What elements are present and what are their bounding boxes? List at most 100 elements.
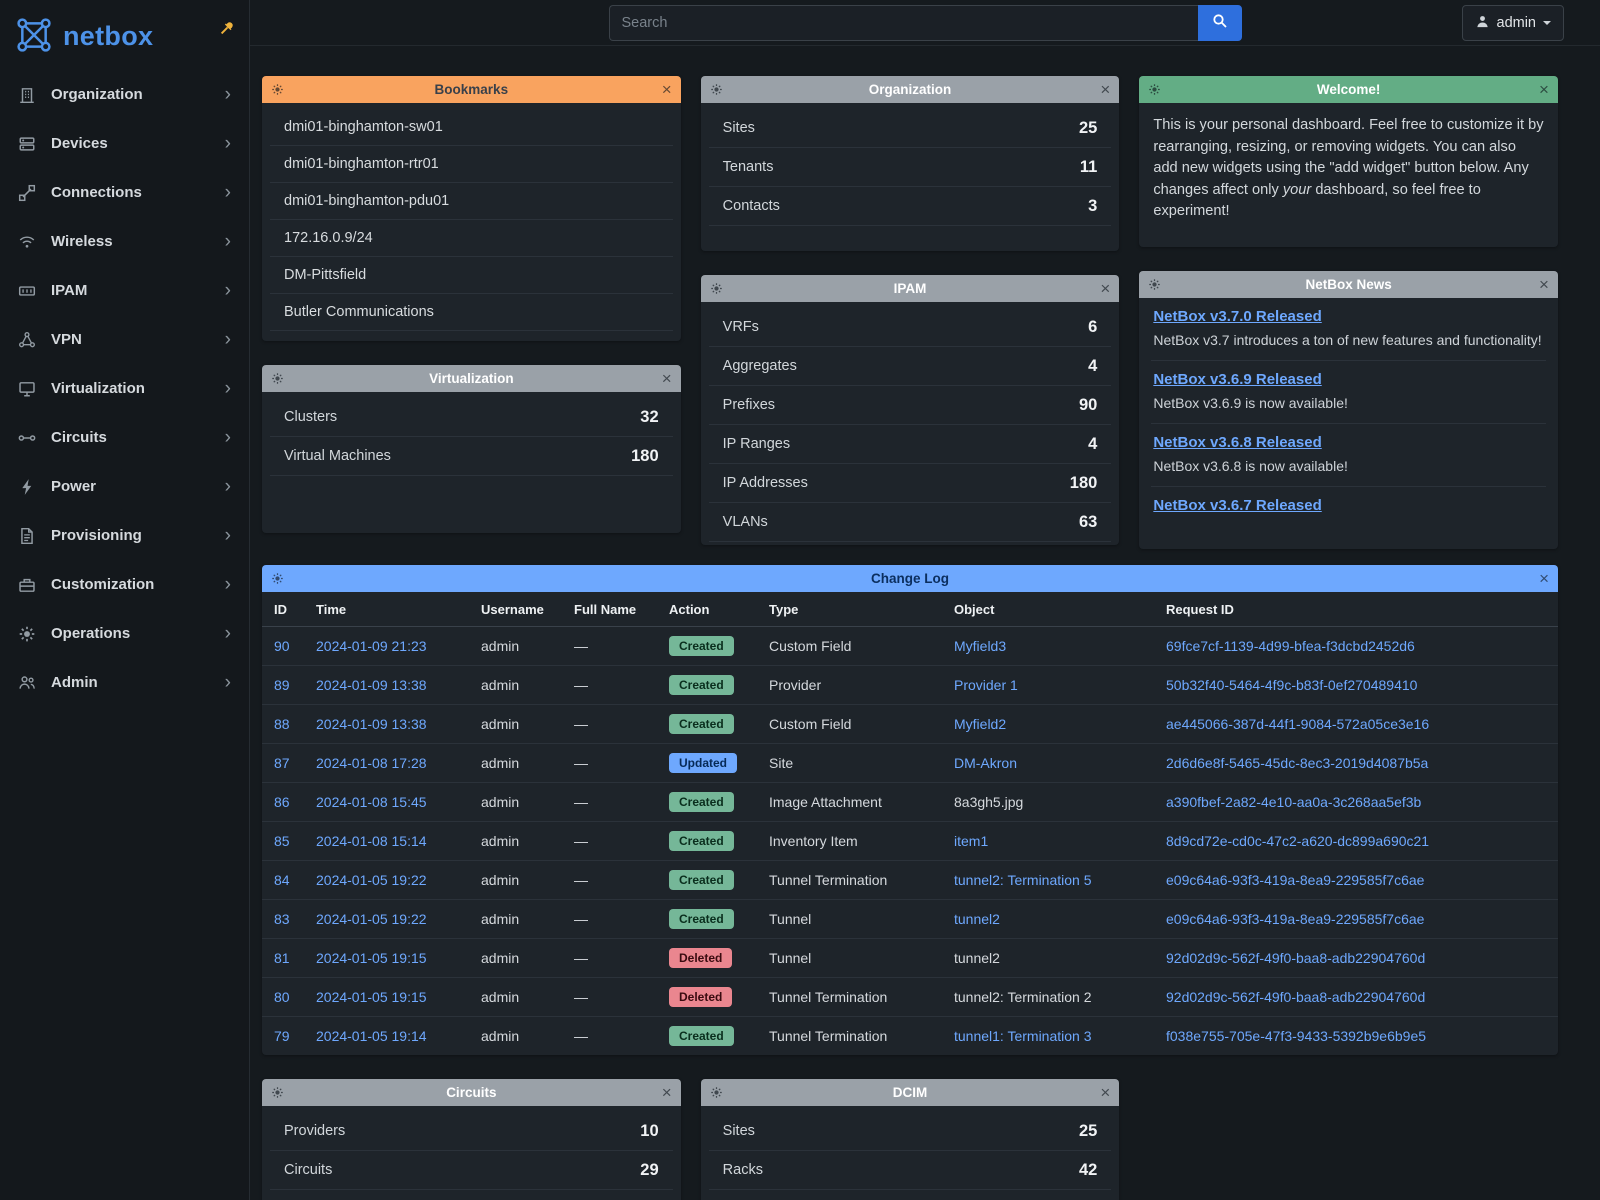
change-id-link[interactable]: 80 xyxy=(274,989,290,1005)
sidebar-item-vpn[interactable]: VPN › xyxy=(0,315,249,364)
change-object-link[interactable]: tunnel2 xyxy=(954,950,1000,966)
widget-header[interactable]: Welcome! × xyxy=(1139,76,1558,103)
close-icon[interactable]: × xyxy=(661,369,672,388)
bookmark-item[interactable]: 172.16.0.9/24 xyxy=(270,220,673,257)
gear-icon[interactable] xyxy=(271,572,293,585)
search-input[interactable] xyxy=(608,4,1198,41)
change-time-link[interactable]: 2024-01-09 21:23 xyxy=(316,638,427,654)
gear-icon[interactable] xyxy=(271,83,293,96)
stat-value-link[interactable]: 90 xyxy=(1078,395,1098,414)
close-icon[interactable]: × xyxy=(1100,80,1111,99)
request-id-link[interactable]: e09c64a6-93f3-419a-8ea9-229585f7c6ae xyxy=(1166,872,1425,888)
close-icon[interactable]: × xyxy=(661,80,672,99)
stat-value-link[interactable]: 180 xyxy=(631,446,659,465)
request-id-link[interactable]: f038e755-705e-47f3-9433-5392b9e6b9e5 xyxy=(1166,1028,1427,1044)
change-time-link[interactable]: 2024-01-08 15:14 xyxy=(316,833,427,849)
sidebar-item-connections[interactable]: Connections › xyxy=(0,168,249,217)
sidebar-item-admin[interactable]: Admin › xyxy=(0,658,249,707)
stat-value-link[interactable]: 11 xyxy=(1079,157,1098,176)
close-icon[interactable]: × xyxy=(1539,80,1549,99)
change-time-link[interactable]: 2024-01-08 15:45 xyxy=(316,794,427,810)
change-object-link[interactable]: 8a3gh5.jpg xyxy=(954,794,1024,810)
request-id-link[interactable]: 2d6d6e8f-5465-45dc-8ec3-2019d4087b5a xyxy=(1166,755,1429,771)
pin-icon[interactable] xyxy=(219,20,235,39)
news-headline-link[interactable]: NetBox v3.6.9 Released xyxy=(1153,370,1322,388)
stat-value-link[interactable]: 3 xyxy=(1088,196,1098,215)
gear-icon[interactable] xyxy=(271,1086,293,1099)
request-id-link[interactable]: 92d02d9c-562f-49f0-baa8-adb22904760d xyxy=(1166,950,1426,966)
sidebar-item-provisioning[interactable]: Provisioning › xyxy=(0,511,249,560)
request-id-link[interactable]: 50b32f40-5464-4f9c-b83f-0ef270489410 xyxy=(1166,677,1418,693)
close-icon[interactable]: × xyxy=(1100,1083,1111,1102)
stat-value-link[interactable]: 4 xyxy=(1088,434,1098,453)
sidebar-item-organization[interactable]: Organization › xyxy=(0,70,249,119)
widget-header[interactable]: Circuits × xyxy=(262,1079,681,1106)
change-time-link[interactable]: 2024-01-05 19:15 xyxy=(316,989,427,1005)
change-time-link[interactable]: 2024-01-09 13:38 xyxy=(316,677,427,693)
stat-value-link[interactable]: 6 xyxy=(1088,317,1098,336)
change-time-link[interactable]: 2024-01-05 19:22 xyxy=(316,911,427,927)
sidebar-item-operations[interactable]: Operations › xyxy=(0,609,249,658)
change-object-link[interactable]: tunnel2 xyxy=(954,911,1000,927)
close-icon[interactable]: × xyxy=(1539,569,1549,588)
widget-header[interactable]: Virtualization × xyxy=(262,365,681,392)
gear-icon[interactable] xyxy=(710,1086,732,1099)
request-id-link[interactable]: 8d9cd72e-cd0c-47c2-a620-dc899a690c21 xyxy=(1166,833,1430,849)
gear-icon[interactable] xyxy=(1148,83,1170,96)
widget-header[interactable]: NetBox News × xyxy=(1139,271,1558,298)
change-object-link[interactable]: tunnel1: Termination 3 xyxy=(954,1028,1092,1044)
sidebar-item-ipam[interactable]: IPAM › xyxy=(0,266,249,315)
change-time-link[interactable]: 2024-01-08 17:28 xyxy=(316,755,427,771)
stat-value-link[interactable]: 25 xyxy=(1078,1121,1098,1140)
close-icon[interactable]: × xyxy=(661,1083,672,1102)
change-time-link[interactable]: 2024-01-05 19:14 xyxy=(316,1028,427,1044)
sidebar-item-circuits[interactable]: Circuits › xyxy=(0,413,249,462)
widget-header[interactable]: DCIM × xyxy=(700,1079,1120,1106)
request-id-link[interactable]: a390fbef-2a82-4e10-aa0a-3c268aa5ef3b xyxy=(1166,794,1422,810)
stat-value-link[interactable]: 10 xyxy=(640,1121,659,1140)
request-id-link[interactable]: ae445066-387d-44f1-9084-572a05ce3e16 xyxy=(1166,716,1430,732)
news-headline-link[interactable]: NetBox v3.7.0 Released xyxy=(1153,308,1322,325)
change-object-link[interactable]: tunnel2: Termination 2 xyxy=(954,989,1092,1005)
bookmark-item[interactable]: dmi01-binghamton-sw01 xyxy=(270,109,673,146)
sidebar-item-devices[interactable]: Devices › xyxy=(0,119,249,168)
change-object-link[interactable]: DM-Akron xyxy=(954,755,1018,771)
change-id-link[interactable]: 85 xyxy=(274,833,290,849)
change-id-link[interactable]: 86 xyxy=(274,794,290,810)
gear-icon[interactable] xyxy=(710,282,732,295)
sidebar-item-customization[interactable]: Customization › xyxy=(0,560,249,609)
close-icon[interactable]: × xyxy=(1539,275,1549,294)
change-time-link[interactable]: 2024-01-05 19:15 xyxy=(316,950,427,966)
widget-header[interactable]: Bookmarks × xyxy=(262,76,681,103)
close-icon[interactable]: × xyxy=(1100,279,1111,298)
bookmark-item[interactable]: Butler Communications xyxy=(270,294,673,331)
widget-header[interactable]: Organization × xyxy=(700,76,1120,103)
bookmark-item[interactable]: dmi01-binghamton-pdu01 xyxy=(270,183,673,220)
change-object-link[interactable]: Provider 1 xyxy=(954,677,1018,693)
change-id-link[interactable]: 87 xyxy=(274,755,290,771)
stat-value-link[interactable]: 25 xyxy=(1078,118,1098,137)
sidebar-item-wireless[interactable]: Wireless › xyxy=(0,217,249,266)
news-headline-link[interactable]: NetBox v3.6.7 Released xyxy=(1153,496,1322,514)
gear-icon[interactable] xyxy=(710,83,732,96)
request-id-link[interactable]: 92d02d9c-562f-49f0-baa8-adb22904760d xyxy=(1166,989,1426,1005)
gear-icon[interactable] xyxy=(1148,278,1170,291)
sidebar-item-power[interactable]: Power › xyxy=(0,462,249,511)
widget-header[interactable]: Change Log × xyxy=(262,565,1558,592)
change-id-link[interactable]: 88 xyxy=(274,716,290,732)
change-id-link[interactable]: 90 xyxy=(274,638,290,654)
request-id-link[interactable]: e09c64a6-93f3-419a-8ea9-229585f7c6ae xyxy=(1166,911,1425,927)
sidebar-item-virtualization[interactable]: Virtualization › xyxy=(0,364,249,413)
widget-header[interactable]: IPAM × xyxy=(700,275,1120,302)
stat-value-link[interactable]: 32 xyxy=(640,407,659,426)
search-button[interactable] xyxy=(1197,4,1242,41)
change-id-link[interactable]: 89 xyxy=(274,677,290,693)
change-id-link[interactable]: 83 xyxy=(274,911,290,927)
brand-home-link[interactable]: netbox xyxy=(0,0,249,70)
stat-value-link[interactable]: 180 xyxy=(1069,473,1098,492)
change-time-link[interactable]: 2024-01-05 19:22 xyxy=(316,872,427,888)
bookmark-item[interactable]: dmi01-binghamton-rtr01 xyxy=(270,146,673,183)
change-object-link[interactable]: tunnel2: Termination 5 xyxy=(954,872,1092,888)
change-id-link[interactable]: 84 xyxy=(274,872,290,888)
news-headline-link[interactable]: NetBox v3.6.8 Released xyxy=(1153,433,1322,451)
